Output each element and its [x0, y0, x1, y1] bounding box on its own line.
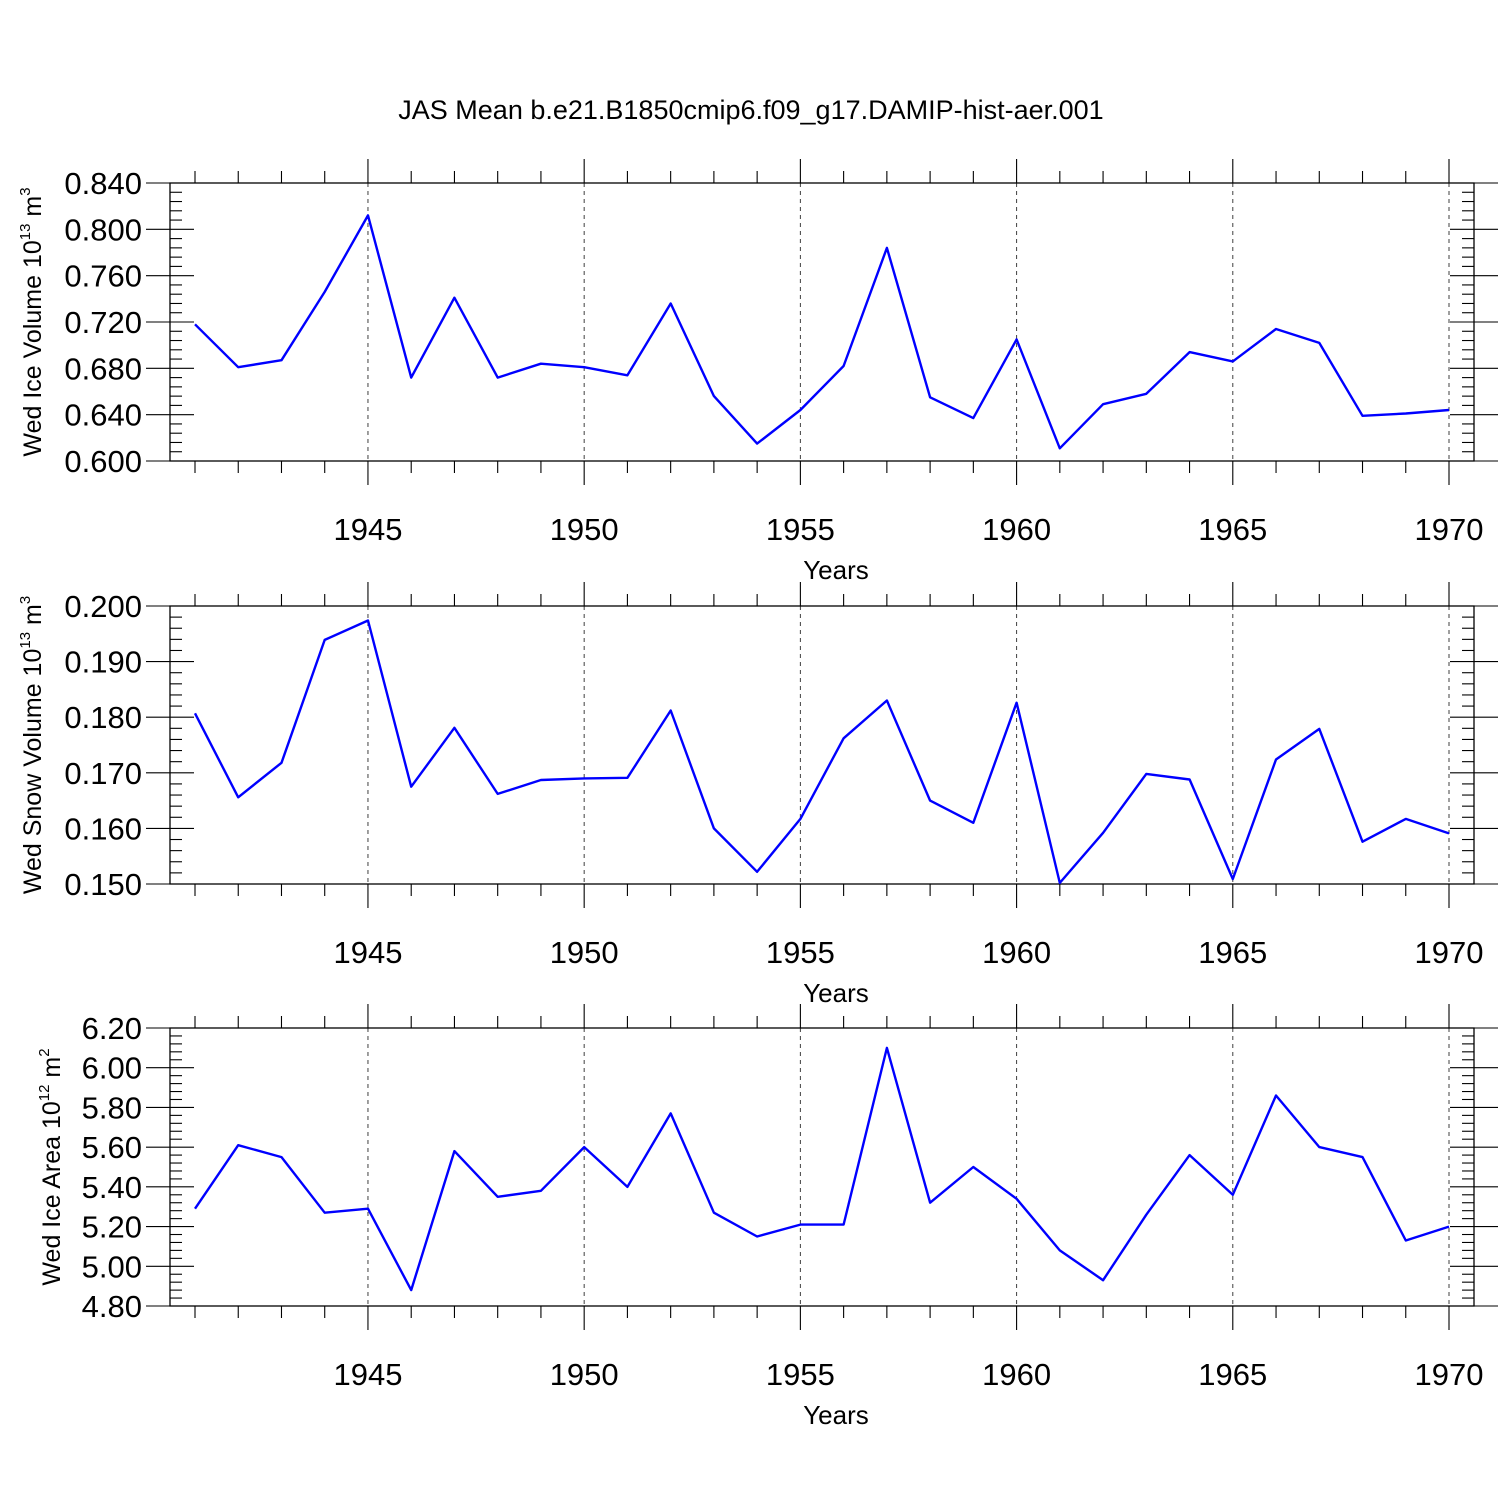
- y-tick-label: 0.720: [64, 305, 142, 340]
- y-axis-label: Wed Ice Area 1012 m2: [36, 1048, 66, 1285]
- x-tick-label: 1970: [1415, 935, 1484, 970]
- x-tick-label: 1970: [1415, 512, 1484, 547]
- chart-panel-1: 0.600 0.640 0.680 0.720 0.760 0.800 0.840 1945 1…: [17, 159, 1498, 585]
- plot-frame: [169, 182, 1475, 462]
- x-tick-label: 1960: [982, 935, 1051, 970]
- y-axis-label: Wed Snow Volume 1013 m3: [17, 596, 47, 894]
- x-axis-label: Years: [803, 978, 869, 1008]
- x-tick-label: 1950: [550, 935, 619, 970]
- y-tick-label: 6.00: [82, 1051, 142, 1086]
- x-tick-label: 1945: [333, 512, 402, 547]
- x-tick-label: 1965: [1198, 1357, 1267, 1392]
- y-tick-label: 0.800: [64, 212, 142, 247]
- chart-panel-3: 4.80 5.00 5.20 5.40 5.60 5.80 6.00 6.20 1945 1950…: [36, 1004, 1498, 1430]
- y-tick-label: 5.80: [82, 1090, 142, 1125]
- x-axis-label: Years: [803, 555, 869, 585]
- x-tick-label: 1950: [550, 512, 619, 547]
- y-tick-label: 0.160: [64, 811, 142, 846]
- series-line: [193, 619, 1450, 885]
- y-axis-label: Wed Ice Volume 1013 m3: [17, 187, 47, 456]
- y-tick-label: 0.680: [64, 351, 142, 386]
- y-tick-label: 0.200: [64, 589, 142, 624]
- x-axis-label: Years: [803, 1400, 869, 1430]
- x-tick-label: 1950: [550, 1357, 619, 1392]
- y-tick-label: 0.840: [64, 166, 142, 201]
- y-tick-label: 0.600: [64, 444, 142, 479]
- y-tick-label: 0.150: [64, 867, 142, 902]
- chart-panel-2: 0.150 0.160 0.170 0.180 0.190 0.200 1945 1950 19…: [17, 582, 1498, 1008]
- y-tick-label: 0.170: [64, 756, 142, 791]
- y-tick-label: 0.190: [64, 645, 142, 680]
- y-tick-label: 5.00: [82, 1249, 142, 1284]
- plot-frame: [169, 605, 1475, 885]
- x-tick-label: 1970: [1415, 1357, 1484, 1392]
- x-tick-label: 1945: [333, 1357, 402, 1392]
- x-tick-label: 1965: [1198, 935, 1267, 970]
- figure-title: JAS Mean b.e21.B1850cmip6.f09_g17.DAMIP-…: [398, 95, 1103, 125]
- x-tick-label: 1955: [766, 935, 835, 970]
- y-tick-label: 0.180: [64, 700, 142, 735]
- y-tick-label: 5.60: [82, 1130, 142, 1165]
- plot-frame: [169, 1027, 1475, 1307]
- x-tick-label: 1945: [333, 935, 402, 970]
- y-tick-label: 0.760: [64, 259, 142, 294]
- y-tick-label: 0.640: [64, 398, 142, 433]
- series-line: [194, 1046, 1450, 1292]
- x-tick-label: 1955: [766, 1357, 835, 1392]
- y-tick-label: 5.40: [82, 1170, 142, 1205]
- y-tick-label: 4.80: [82, 1289, 142, 1324]
- series-line: [194, 214, 1450, 450]
- y-tick-label: 6.20: [82, 1011, 142, 1046]
- y-tick-label: 5.20: [82, 1210, 142, 1245]
- x-tick-label: 1960: [982, 1357, 1051, 1392]
- x-tick-label: 1955: [766, 512, 835, 547]
- x-tick-label: 1965: [1198, 512, 1267, 547]
- chart-panels: 0.600 0.640 0.680 0.720 0.760 0.800 0.840 1945 1…: [17, 159, 1498, 1430]
- x-tick-label: 1960: [982, 512, 1051, 547]
